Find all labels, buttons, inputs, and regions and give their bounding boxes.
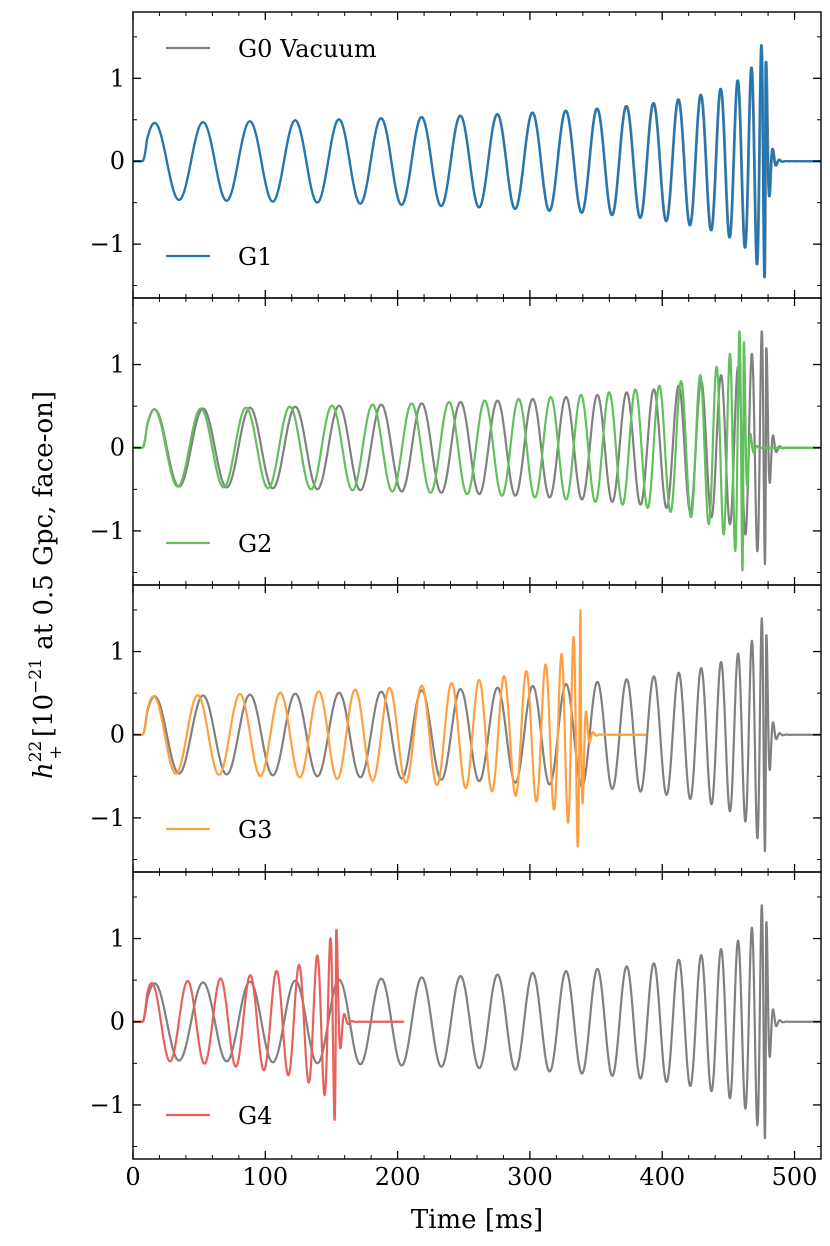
y-axis-label-exponent: −21 <box>26 658 46 694</box>
series-line-g4 <box>133 928 406 1122</box>
panel-g3: −1 0 1 G3 <box>90 584 822 873</box>
y-tick-label: 1 <box>110 925 125 953</box>
y-axis-label-subscript: + <box>46 745 66 759</box>
y-tick-label: −1 <box>90 230 125 258</box>
legend-label: G1 <box>238 243 272 271</box>
y-axis-label-superscript: 22 <box>26 741 46 763</box>
panel-g4-curves <box>133 904 821 1140</box>
panel-g2-curves <box>133 330 821 572</box>
y-tick-label: −1 <box>90 804 125 832</box>
series-line-g0-vacuum <box>133 617 821 853</box>
y-tick-label: 0 <box>110 1008 125 1036</box>
y-tick-label: 1 <box>110 64 125 92</box>
y-axis-label-symbol: h <box>29 762 59 779</box>
legend-label: G4 <box>238 1102 272 1130</box>
panel-g1-ticks: −1 0 1 <box>90 12 821 298</box>
panel-g4: −1 0 1 G4 <box>90 871 822 1160</box>
legend-g2: G2 <box>166 530 272 558</box>
legend-label: G3 <box>238 816 272 844</box>
y-tick-label: −1 <box>90 1091 125 1119</box>
legend-g1: G1 <box>166 243 272 271</box>
panel-g1-curves <box>133 44 821 279</box>
legend-g4: G4 <box>166 1102 272 1130</box>
legend-g3: G3 <box>166 816 272 844</box>
y-tick-label: −1 <box>90 517 125 545</box>
x-tick-label: 500 <box>772 1163 818 1191</box>
x-axis-label: Time [ms] <box>411 1205 543 1235</box>
series-line-g2 <box>133 330 821 572</box>
x-tick-label: 0 <box>125 1163 140 1191</box>
panel-g3-curves <box>133 608 821 853</box>
y-axis-label-rest: at 0.5 Gpc, face-on] <box>29 391 59 658</box>
y-tick-label: 1 <box>110 351 125 379</box>
x-tick-label: 400 <box>639 1163 685 1191</box>
legend-label: G0 Vacuum <box>238 35 377 63</box>
panel-g1: −1 0 1 G0 Vacuum G1 <box>90 11 822 299</box>
y-axis-label-bracket: [10 <box>29 694 59 746</box>
x-tick-label: 100 <box>242 1163 288 1191</box>
x-tick-label: 300 <box>507 1163 553 1191</box>
y-axis-label: h22+ [10−21 at 0.5 Gpc, face-on] <box>26 391 66 779</box>
legend-g0-vacuum: G0 Vacuum <box>166 35 377 63</box>
y-tick-label: 1 <box>110 638 125 666</box>
x-tick-labels: 0 100 200 300 400 500 <box>125 1163 817 1191</box>
y-tick-label: 0 <box>110 147 125 175</box>
panel-g4-ticks: −1 0 1 <box>90 872 821 1159</box>
panel-g2: −1 0 1 G2 <box>90 297 822 586</box>
panel-g2-ticks: −1 0 1 <box>90 298 821 585</box>
series-line-g3 <box>133 608 648 848</box>
y-tick-label: 0 <box>110 721 125 749</box>
series-line-g1 <box>133 44 821 279</box>
x-tick-label: 200 <box>375 1163 421 1191</box>
panel-g4-frame <box>132 871 822 1160</box>
legend-label: G2 <box>238 530 272 558</box>
y-tick-label: 0 <box>110 434 125 462</box>
